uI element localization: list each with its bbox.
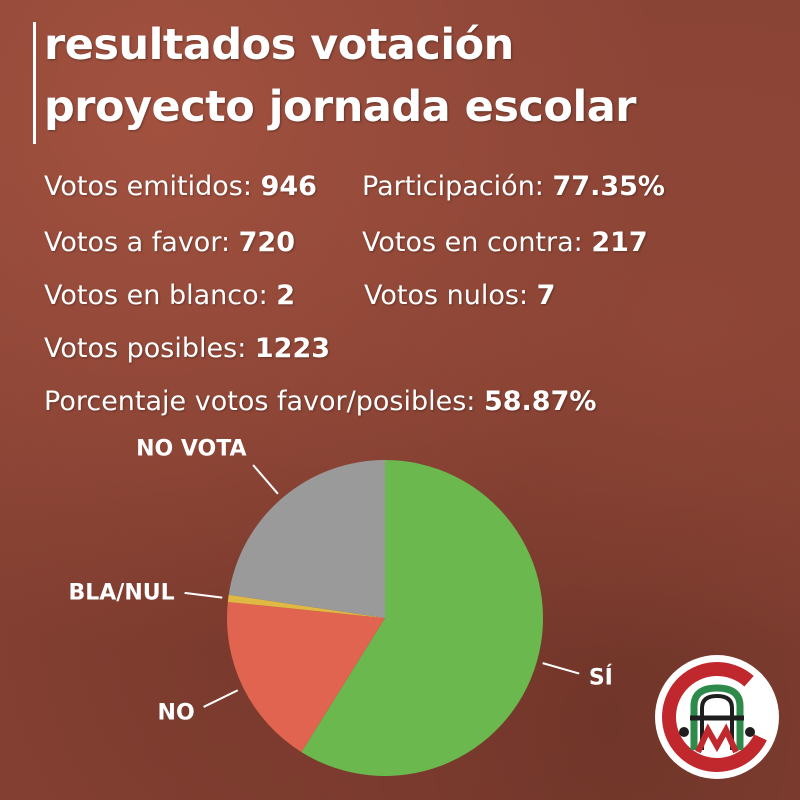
- stat-label: Porcentaje votos favor/posibles:: [44, 386, 484, 417]
- pie-leader-line: [203, 689, 239, 708]
- stat-votos-nulos: Votos nulos: 7: [364, 279, 555, 313]
- stat-porcentaje: Porcentaje votos favor/posibles: 58.87%: [44, 385, 596, 419]
- stat-value: 946: [260, 171, 317, 202]
- stat-value: 7: [536, 280, 556, 311]
- stat-label: Votos nulos:: [364, 280, 537, 311]
- pie-slice-no-vota: [228, 460, 385, 618]
- stat-label: Participación:: [362, 171, 553, 202]
- stat-label: Votos emitidos:: [44, 171, 261, 202]
- stat-votos-emitidos: Votos emitidos: 946: [44, 170, 317, 204]
- stat-votos-blanco: Votos en blanco: 2: [44, 279, 295, 313]
- stat-value: 77.35%: [552, 171, 665, 202]
- stat-participacion: Participación: 77.35%: [362, 170, 665, 204]
- stat-value: 1223: [254, 333, 331, 364]
- school-logo: [655, 655, 779, 779]
- stat-value: 217: [591, 227, 648, 258]
- stat-value: 58.87%: [483, 386, 597, 417]
- page-title: resultados votación proyecto jornada esc…: [44, 14, 636, 138]
- pie-label-bla-nul: BLA/NUL: [68, 581, 174, 606]
- pie-leader-line: [542, 662, 580, 675]
- stat-votos-contra: Votos en contra: 217: [362, 226, 648, 260]
- stat-value: 720: [238, 227, 296, 258]
- stat-label: Votos posibles:: [44, 333, 255, 364]
- stat-votos-posibles: Votos posibles: 1223: [44, 332, 330, 366]
- pie-label-no: NO: [158, 700, 195, 725]
- title-accent-bar: [33, 22, 36, 144]
- pie-slice-bla-nul: [227, 594, 385, 618]
- title-line-1: resultados votación: [44, 20, 514, 70]
- stat-label: Votos en contra:: [362, 227, 592, 258]
- pie-label-no-vota: NO VOTA: [136, 436, 246, 461]
- pie-label-s-: SÍ: [589, 664, 613, 690]
- pie-leader-line: [252, 464, 279, 495]
- pie-slice-no: [226, 601, 385, 753]
- stat-votos-favor: Votos a favor: 720: [44, 226, 295, 260]
- pie-slice-s-: [301, 460, 543, 776]
- pie-leader-line: [184, 591, 223, 599]
- stat-value: 2: [276, 280, 296, 311]
- title-line-2: proyecto jornada escolar: [44, 82, 636, 132]
- stat-label: Votos a favor:: [44, 227, 239, 258]
- stat-label: Votos en blanco:: [44, 280, 277, 311]
